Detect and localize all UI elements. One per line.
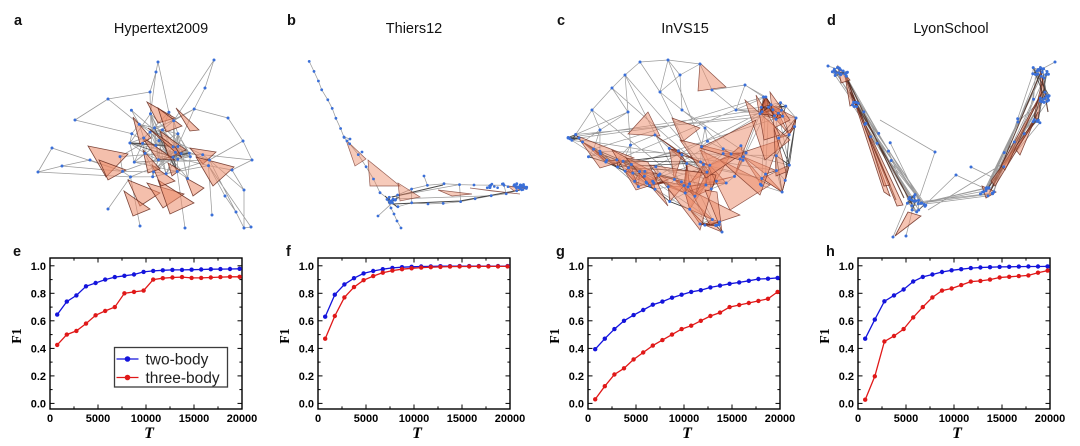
svg-text:10000: 10000 [669,413,700,425]
svg-text:0: 0 [585,413,591,425]
svg-text:two-body: two-body [146,352,209,369]
svg-text:5000: 5000 [86,413,110,425]
svg-text:0.8: 0.8 [569,288,584,300]
svg-text:20000: 20000 [495,413,526,425]
svg-text:Hypertext2009: Hypertext2009 [114,21,208,37]
svg-text:f: f [286,244,291,260]
svg-text:h: h [826,244,835,260]
svg-text:F1: F1 [278,328,293,344]
svg-text:LyonSchool: LyonSchool [913,21,988,37]
svg-text:T: T [952,425,963,442]
svg-text:c: c [557,13,565,29]
svg-text:5000: 5000 [624,413,648,425]
svg-text:0.0: 0.0 [569,398,584,410]
svg-text:10000: 10000 [131,413,162,425]
svg-text:e: e [13,244,21,260]
svg-text:T: T [412,425,423,442]
svg-text:Thiers12: Thiers12 [386,21,442,37]
svg-text:b: b [287,13,296,29]
svg-text:0.6: 0.6 [299,316,314,328]
svg-text:0.6: 0.6 [31,316,46,328]
svg-text:15000: 15000 [987,413,1018,425]
svg-text:10000: 10000 [939,413,970,425]
svg-text:0.4: 0.4 [299,343,315,355]
svg-text:15000: 15000 [447,413,478,425]
svg-text:0.2: 0.2 [299,371,314,383]
svg-text:1.0: 1.0 [569,261,584,273]
svg-text:15000: 15000 [717,413,748,425]
svg-text:0.0: 0.0 [839,398,854,410]
svg-text:InVS15: InVS15 [661,21,709,37]
svg-text:F1: F1 [10,328,25,344]
svg-text:T: T [144,425,155,442]
svg-text:0.4: 0.4 [839,343,855,355]
svg-text:20000: 20000 [1035,413,1066,425]
svg-text:0.8: 0.8 [299,288,314,300]
svg-text:F1: F1 [818,328,833,344]
svg-text:0.6: 0.6 [839,316,854,328]
svg-text:0.0: 0.0 [31,398,46,410]
svg-text:1.0: 1.0 [31,261,46,273]
svg-text:g: g [556,244,565,260]
svg-text:1.0: 1.0 [299,261,314,273]
svg-text:d: d [827,13,836,29]
svg-text:1.0: 1.0 [839,261,854,273]
svg-text:0: 0 [855,413,861,425]
svg-text:0.6: 0.6 [569,316,584,328]
svg-text:0.0: 0.0 [299,398,314,410]
svg-text:F1: F1 [548,328,563,344]
svg-text:three-body: three-body [146,370,220,387]
svg-text:15000: 15000 [179,413,210,425]
svg-text:0: 0 [47,413,53,425]
svg-text:5000: 5000 [894,413,918,425]
svg-text:T: T [682,425,693,442]
svg-text:0.2: 0.2 [569,371,584,383]
svg-text:0.8: 0.8 [839,288,854,300]
svg-text:0.4: 0.4 [31,343,47,355]
svg-text:0.2: 0.2 [31,371,46,383]
svg-text:0.2: 0.2 [839,371,854,383]
svg-text:a: a [14,13,23,29]
svg-text:20000: 20000 [227,413,258,425]
svg-text:0.8: 0.8 [31,288,46,300]
svg-text:10000: 10000 [399,413,430,425]
svg-text:20000: 20000 [765,413,796,425]
svg-text:5000: 5000 [354,413,378,425]
svg-text:0.4: 0.4 [569,343,585,355]
svg-text:0: 0 [315,413,321,425]
